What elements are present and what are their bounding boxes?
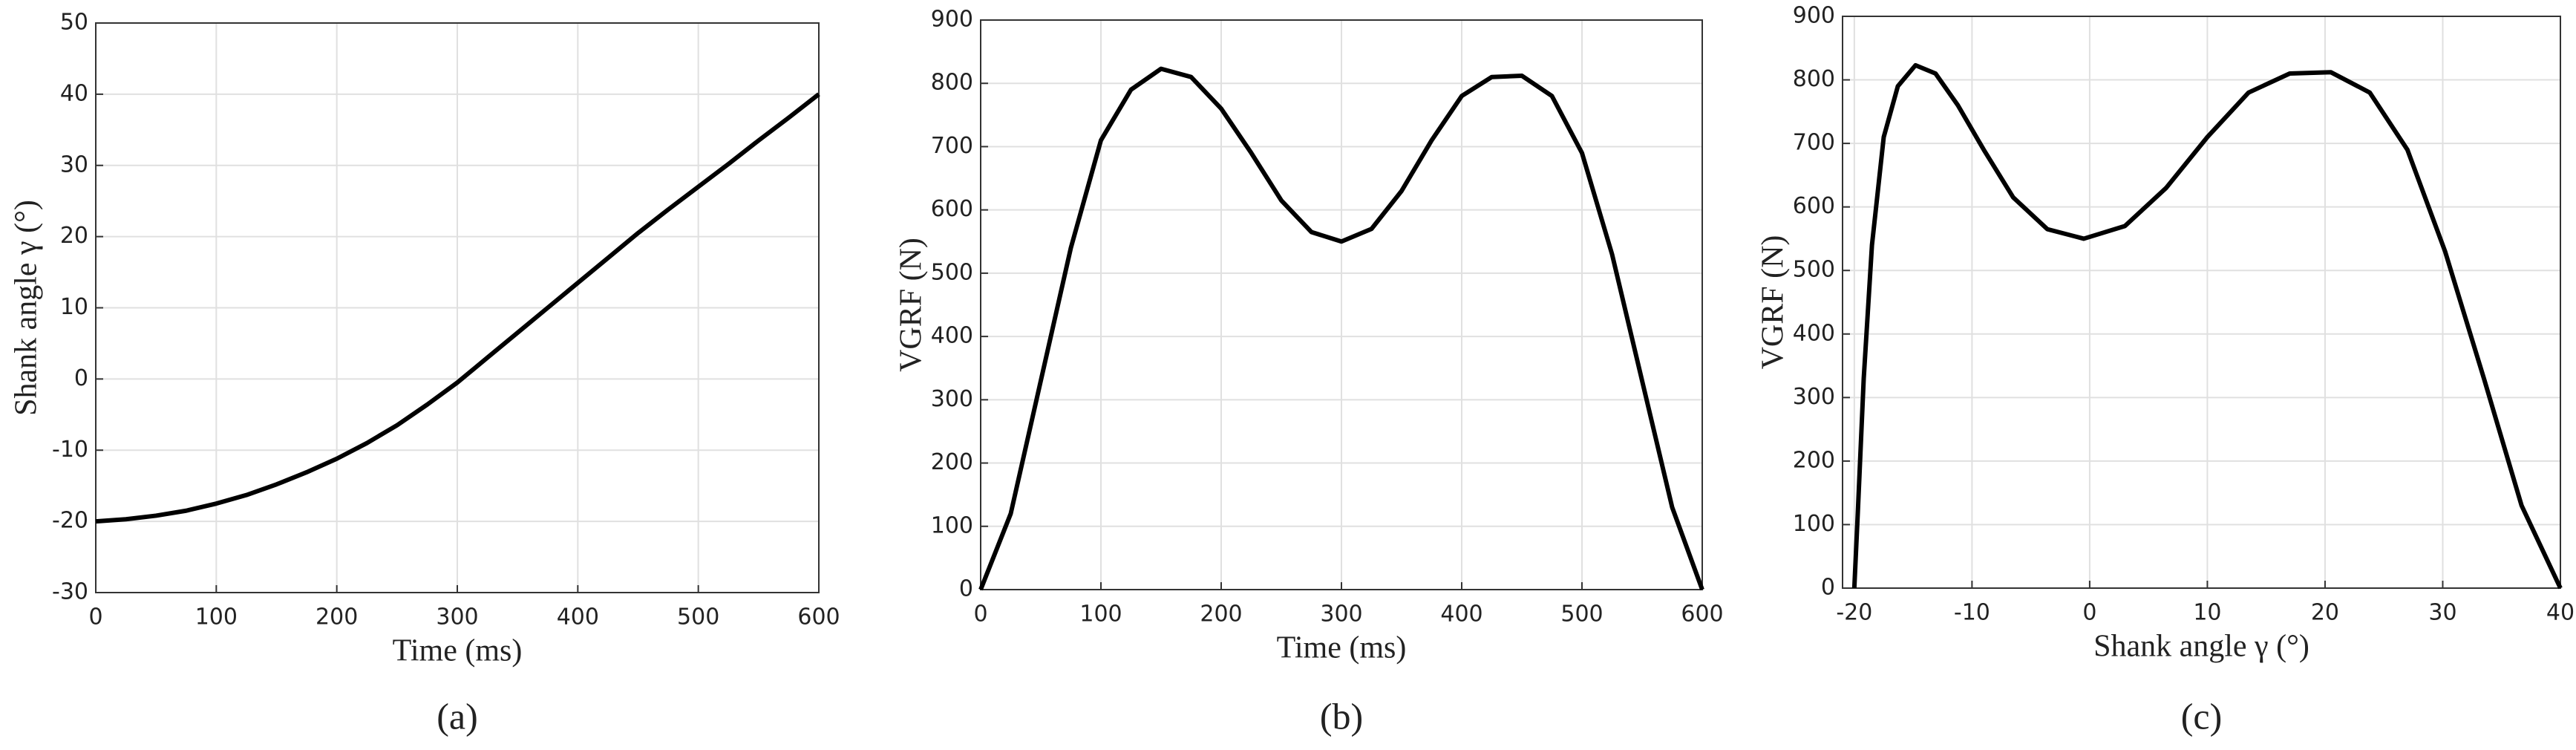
y-tick-label: 700 [931, 133, 973, 159]
x-axis-label: Shank angle γ (°) [2093, 630, 2309, 664]
x-tick-label: 40 [2546, 600, 2575, 626]
y-tick-label: 900 [1793, 3, 1835, 29]
y-tick-label: -10 [52, 437, 88, 463]
x-tick-label: 100 [1079, 601, 1122, 627]
y-tick-label: 0 [959, 576, 973, 602]
y-tick-label: 10 [60, 294, 88, 320]
y-tick-label: 900 [931, 7, 973, 33]
x-axis-label: Time (ms) [1277, 631, 1407, 665]
y-tick-label: 300 [1793, 384, 1835, 410]
data-line [95, 92, 820, 524]
y-tick-label: 0 [74, 365, 88, 391]
y-tick-label: -30 [52, 579, 88, 605]
x-tick-label: 600 [797, 604, 840, 630]
x-tick-label: 500 [1560, 601, 1603, 627]
y-tick-label: 100 [1793, 511, 1835, 537]
y-tick-label: -20 [52, 508, 88, 534]
y-axis-label: VGRF (N) [895, 238, 929, 372]
x-tick-label: 20 [2311, 600, 2339, 626]
y-tick-label: 50 [60, 10, 88, 36]
x-tick-label: 0 [88, 604, 102, 630]
y-tick-label: 800 [1793, 66, 1835, 92]
plot-frame [1842, 16, 2561, 589]
y-tick-label: 700 [1793, 130, 1835, 156]
y-tick-label: 200 [931, 449, 973, 475]
y-tick-label: 400 [931, 323, 973, 349]
y-tick-label: 600 [931, 196, 973, 222]
x-tick-label: 10 [2193, 600, 2221, 626]
x-tick-label: 30 [2428, 600, 2456, 626]
y-tick-label: 20 [60, 223, 88, 249]
y-tick-label: 100 [931, 512, 973, 538]
y-tick-label: 500 [931, 259, 973, 285]
x-tick-label: 0 [973, 601, 987, 627]
caption: (a) [437, 695, 478, 737]
data-line [1851, 62, 2563, 590]
x-tick-label: -10 [1954, 600, 1990, 626]
plot-frame [95, 22, 820, 593]
caption: (b) [1320, 695, 1363, 737]
x-tick-label: 100 [195, 604, 238, 630]
y-tick-label: 300 [931, 386, 973, 412]
x-tick-label: 300 [1320, 601, 1362, 627]
x-axis-label: Time (ms) [393, 634, 523, 668]
y-tick-label: 40 [60, 80, 88, 106]
x-tick-label: 200 [1200, 601, 1242, 627]
caption: (c) [2181, 695, 2223, 737]
x-tick-label: -20 [1836, 600, 1872, 626]
x-tick-label: 200 [316, 604, 358, 630]
y-axis-label: VGRF (N) [1756, 235, 1791, 370]
y-tick-label: 600 [1793, 193, 1835, 219]
plot-frame [980, 19, 1703, 590]
x-tick-label: 600 [1681, 601, 1723, 627]
y-tick-label: 0 [1821, 575, 1835, 601]
y-axis-label: Shank angle γ (°) [10, 200, 44, 416]
data-line [978, 66, 1704, 591]
y-tick-label: 200 [1793, 447, 1835, 473]
y-tick-label: 400 [1793, 320, 1835, 346]
y-tick-label: 500 [1793, 257, 1835, 283]
x-tick-label: 500 [677, 604, 719, 630]
y-tick-label: 30 [60, 151, 88, 177]
x-tick-label: 0 [2082, 600, 2096, 626]
x-tick-label: 400 [1440, 601, 1482, 627]
y-tick-label: 800 [931, 70, 973, 96]
x-tick-label: 300 [436, 604, 478, 630]
x-tick-label: 400 [557, 604, 599, 630]
